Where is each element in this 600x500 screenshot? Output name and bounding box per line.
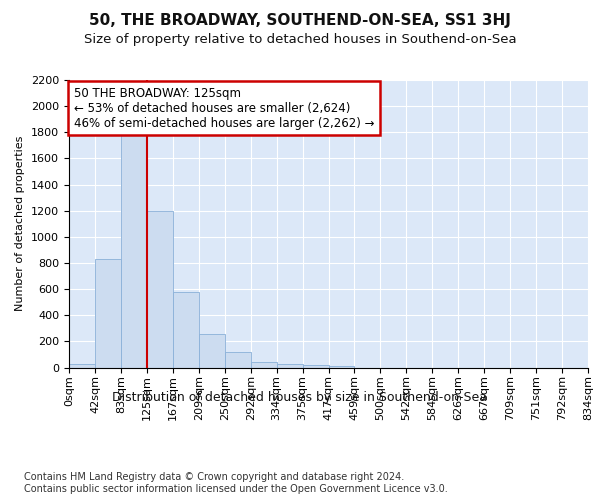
Bar — [199, 334, 224, 368]
Bar — [95, 259, 121, 368]
Bar — [251, 362, 277, 368]
Text: 50, THE BROADWAY, SOUTHEND-ON-SEA, SS1 3HJ: 50, THE BROADWAY, SOUTHEND-ON-SEA, SS1 3… — [89, 12, 511, 28]
Bar — [173, 292, 199, 368]
Bar — [302, 365, 329, 368]
Bar — [277, 364, 302, 368]
Text: 50 THE BROADWAY: 125sqm
← 53% of detached houses are smaller (2,624)
46% of semi: 50 THE BROADWAY: 125sqm ← 53% of detache… — [74, 86, 374, 130]
Text: Contains HM Land Registry data © Crown copyright and database right 2024.: Contains HM Land Registry data © Crown c… — [24, 472, 404, 482]
Text: Distribution of detached houses by size in Southend-on-Sea: Distribution of detached houses by size … — [113, 391, 487, 404]
Bar — [329, 366, 355, 368]
Text: Contains public sector information licensed under the Open Government Licence v3: Contains public sector information licen… — [24, 484, 448, 494]
Text: Size of property relative to detached houses in Southend-on-Sea: Size of property relative to detached ho… — [83, 32, 517, 46]
Bar — [69, 364, 95, 368]
Bar — [147, 210, 173, 368]
Y-axis label: Number of detached properties: Number of detached properties — [16, 136, 25, 312]
Bar — [225, 352, 251, 368]
Bar — [121, 132, 147, 368]
